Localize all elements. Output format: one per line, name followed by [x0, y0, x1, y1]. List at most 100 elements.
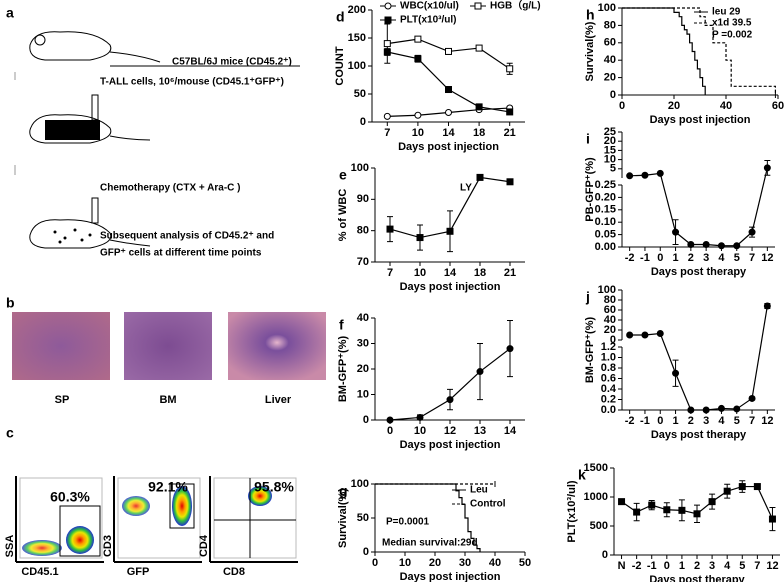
- flow-frame: [117, 477, 201, 559]
- data-point: [748, 228, 756, 236]
- y-tick-label: 0.4: [601, 383, 617, 395]
- y-axis-label: BM-GFP⁺(%): [584, 317, 596, 384]
- y-axis-label: PB-GFP⁺(%): [584, 157, 596, 222]
- gate-percent: 95.8%: [254, 479, 294, 495]
- y-tick-label: 20: [357, 363, 369, 375]
- series-line: [629, 305, 768, 411]
- data-point: [414, 55, 422, 63]
- x-tick-label: 0: [619, 100, 625, 112]
- x-tick-label: 3: [703, 415, 709, 427]
- y-tick-label: 90: [357, 193, 369, 205]
- data-point: [475, 44, 483, 52]
- x-tick-label: 10: [399, 557, 411, 569]
- data-point: [414, 35, 422, 43]
- data-point: [656, 169, 664, 177]
- legend-label: x1d 39.5: [712, 18, 752, 29]
- y-tick-label: 100: [351, 162, 369, 174]
- flow-ylabel: CD3: [102, 535, 114, 557]
- x-tick-label: 0: [657, 252, 663, 264]
- flow-ylabel: SSA: [4, 535, 16, 558]
- flow-frame: [19, 477, 103, 559]
- y-tick-label: 0.10: [595, 216, 616, 228]
- y-tick-label: 0.05: [595, 229, 616, 241]
- y-tick-label: 100: [351, 478, 369, 490]
- data-point: [445, 86, 452, 94]
- data-point: [383, 112, 391, 120]
- tissue-label: SP: [55, 394, 70, 406]
- y-tick-label: 1.0: [601, 351, 616, 363]
- step-text: C57BL/6J mice (CD45.2⁺): [172, 57, 292, 68]
- panel-letter: a: [6, 5, 14, 21]
- data-point: [416, 234, 424, 242]
- y-tick-label: 1500: [584, 462, 608, 474]
- panel-letter: k: [578, 467, 586, 483]
- x-tick-label: 3: [703, 252, 709, 264]
- survival-curve: [375, 483, 481, 552]
- y-tick-label: 20: [604, 135, 616, 147]
- step-text: T-ALL cells, 10⁶/mouse (CD45.1⁺GFP⁺): [100, 77, 284, 88]
- x-tick-label: 7: [749, 252, 755, 264]
- x-tick-label: 12: [444, 425, 456, 437]
- y-axis-label: PLT(x10³/ul): [566, 480, 578, 542]
- y-tick-label: 0.20: [595, 191, 616, 203]
- x-axis-label: Days post therapy: [651, 429, 747, 441]
- cell-population: [248, 486, 272, 506]
- flow-frame: [213, 477, 297, 559]
- x-tick-label: -2: [632, 560, 642, 572]
- x-tick-label: 0: [664, 560, 670, 572]
- data-point: [717, 242, 725, 250]
- data-point: [626, 172, 634, 180]
- data-point: [416, 413, 424, 421]
- x-axis-label: Days post therapy: [651, 266, 747, 278]
- x-tick-label: 7: [384, 127, 390, 139]
- x-tick-label: -1: [647, 560, 657, 572]
- data-point: [506, 178, 514, 186]
- data-point: [748, 394, 756, 402]
- data-point: [733, 405, 741, 413]
- data-point: [414, 111, 422, 119]
- y-tick-label: 10: [604, 154, 616, 166]
- y-axis-label: BM-GFP⁺(%): [337, 336, 349, 403]
- x-tick-label: 13: [474, 425, 486, 437]
- data-point: [733, 242, 741, 250]
- gate: [169, 483, 195, 529]
- flow-ylabel: CD4: [198, 534, 210, 557]
- y-tick-label: 100: [598, 284, 616, 296]
- data-point: [641, 171, 649, 179]
- data-point: [386, 225, 394, 233]
- x-tick-label: -1: [640, 252, 650, 264]
- legend-label: WBC(x10/ul): [400, 1, 459, 12]
- x-tick-label: 5: [734, 252, 740, 264]
- y-axis-label: COUNT: [334, 46, 346, 85]
- x-tick-label: 10: [412, 127, 424, 139]
- data-point: [723, 487, 731, 495]
- x-tick-label: 40: [720, 100, 732, 112]
- x-tick-label: 1: [679, 560, 685, 572]
- y-tick-label: 200: [348, 4, 366, 16]
- x-tick-label: 14: [442, 127, 455, 139]
- panel-letter: b: [6, 295, 15, 311]
- y-tick-label: 0.15: [595, 204, 616, 216]
- data-point: [738, 483, 746, 491]
- x-tick-label: N: [618, 560, 626, 572]
- x-tick-label: 0: [387, 425, 393, 437]
- x-tick-label: 0: [657, 415, 663, 427]
- legend-marker: [384, 2, 392, 10]
- x-tick-label: 12: [766, 560, 778, 572]
- y-tick-label: 100: [348, 60, 366, 72]
- histology-image: [12, 312, 110, 380]
- data-point: [702, 406, 710, 414]
- x-tick-label: 4: [718, 415, 725, 427]
- y-tick-label: 70: [357, 256, 369, 268]
- data-point: [618, 498, 626, 506]
- data-point: [753, 483, 761, 491]
- tissue-label: Liver: [265, 394, 292, 406]
- y-axis-label: Survival(%): [584, 21, 596, 81]
- legend-label: leu 29: [712, 7, 741, 18]
- cell-dots: [53, 228, 92, 244]
- survival-curve: [622, 7, 776, 95]
- y-tick-label: 150: [348, 32, 366, 44]
- x-tick-label: 20: [668, 100, 680, 112]
